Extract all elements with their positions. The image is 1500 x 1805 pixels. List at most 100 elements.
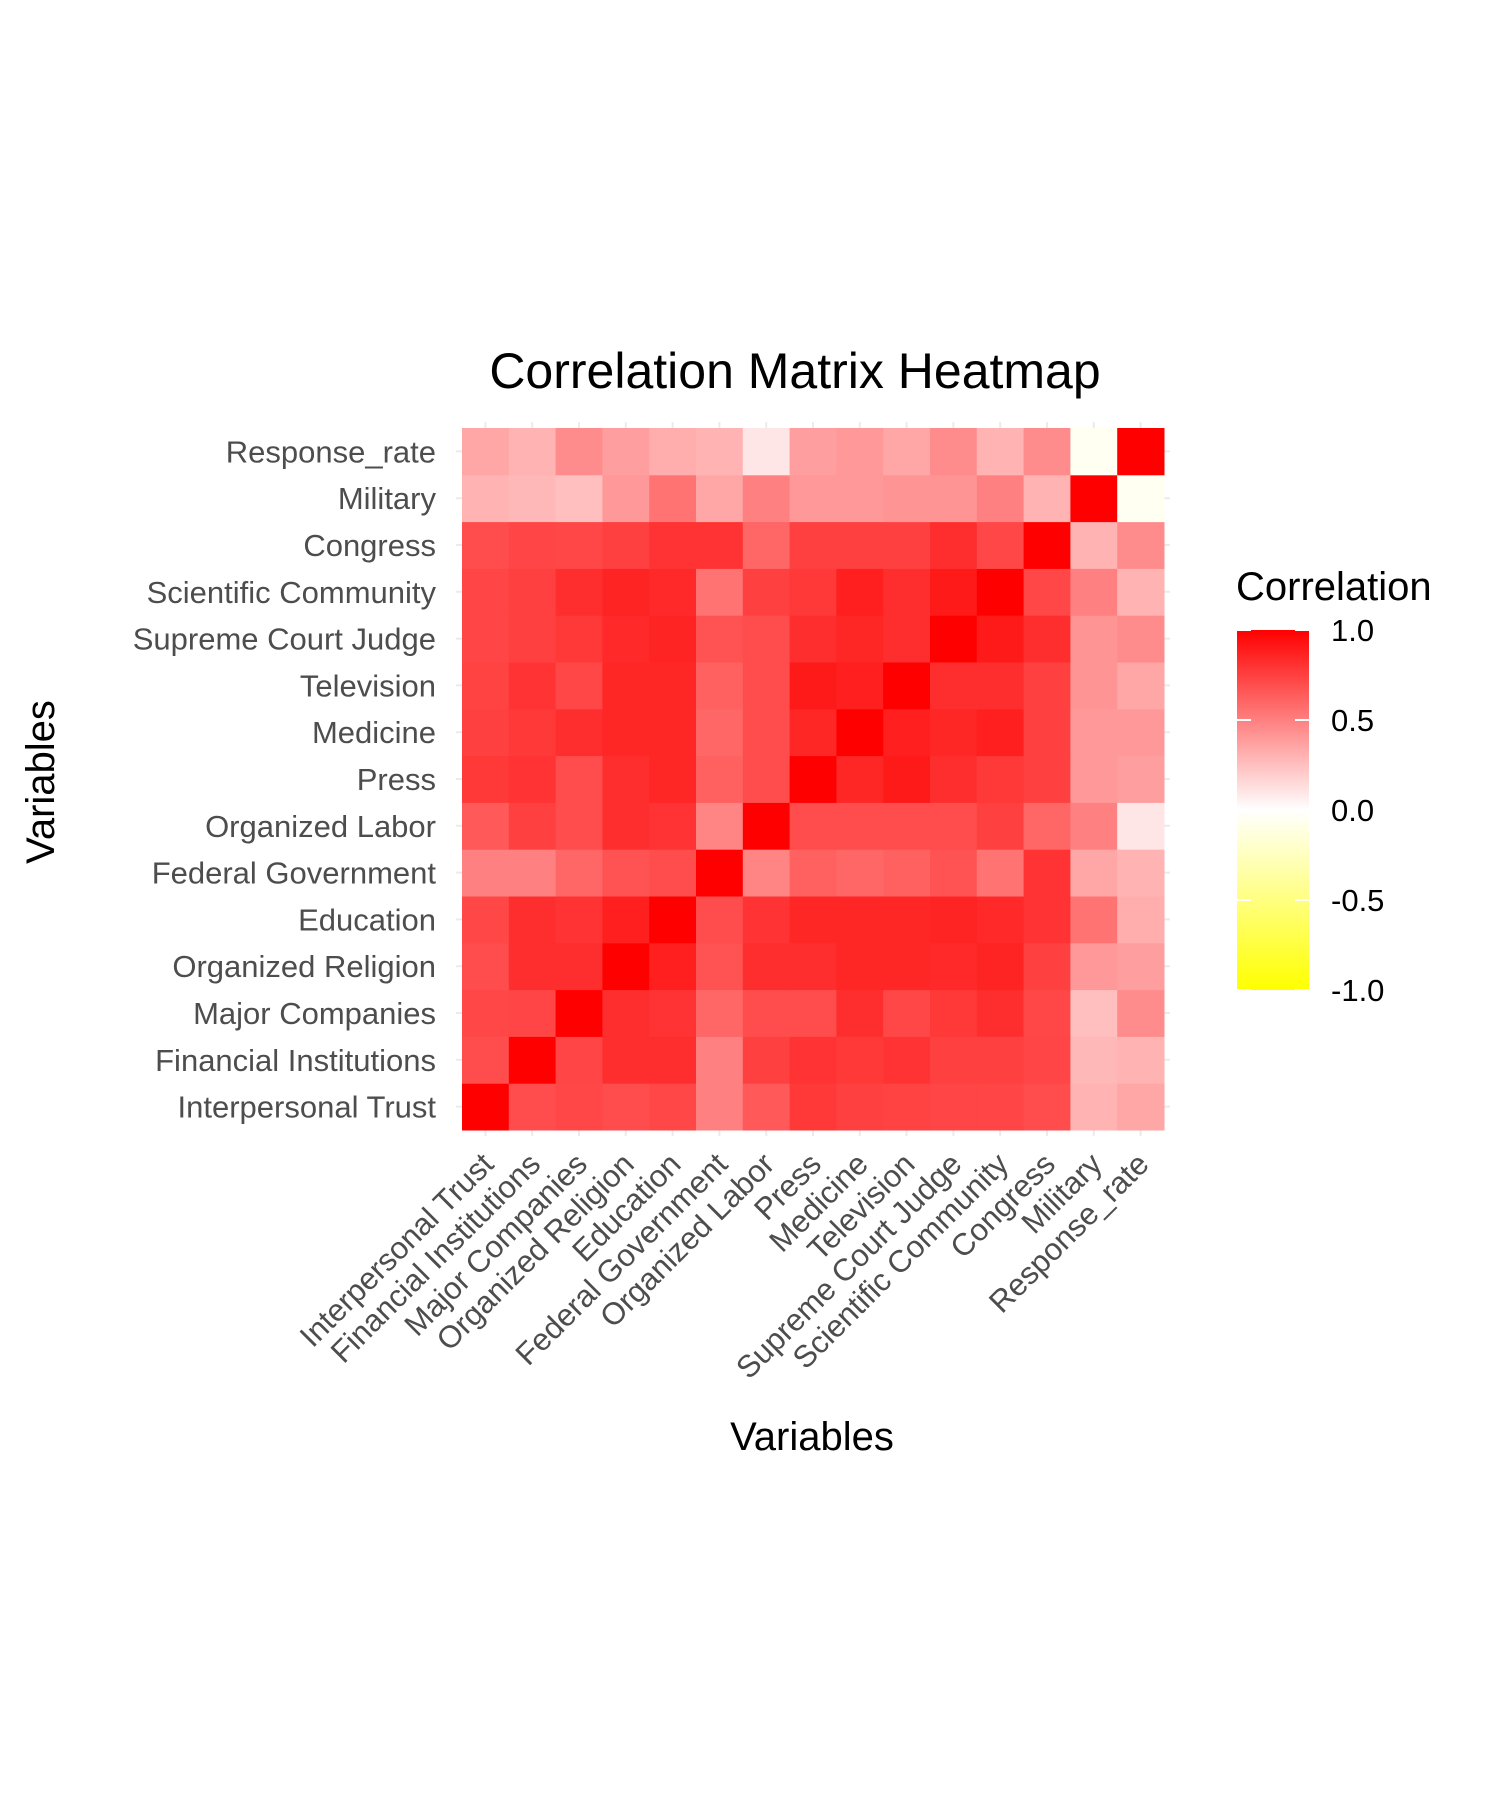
heatmap-cell: [555, 615, 603, 663]
heatmap-cell: [883, 521, 931, 569]
heatmap-cell: [602, 615, 650, 663]
heatmap-cell: [742, 662, 791, 710]
heatmap-cell: [1117, 615, 1165, 663]
heatmap-cell: [1023, 568, 1071, 616]
heatmap-cell: [930, 942, 978, 991]
heatmap-cell: [508, 802, 557, 850]
heatmap-cell: [649, 849, 697, 897]
heatmap-cell: [976, 1083, 1025, 1131]
legend-title: Correlation: [1236, 565, 1432, 609]
heatmap-cell: [696, 942, 744, 991]
heatmap-cell: [696, 568, 744, 616]
heatmap-cell: [696, 755, 744, 803]
heatmap-cell: [462, 989, 510, 1037]
heatmap-cell: [508, 568, 557, 616]
heatmap-cell: [1070, 755, 1118, 803]
heatmap-cell: [649, 615, 697, 663]
heatmap-cell: [649, 942, 697, 991]
heatmap-cell: [1070, 708, 1118, 757]
heatmap-cell: [555, 942, 603, 991]
heatmap-cell: [1023, 989, 1071, 1037]
heatmap-cell: [602, 802, 650, 850]
heatmap-cell: [883, 474, 931, 523]
legend-label: -0.5: [1331, 883, 1384, 918]
heatmap-cell: [836, 896, 884, 944]
legend-label: 0.0: [1331, 793, 1374, 828]
heatmap-cell: [649, 802, 697, 850]
heatmap-cell: [976, 474, 1025, 523]
heatmap-cell: [462, 615, 510, 663]
heatmap-cell: [976, 428, 1025, 476]
heatmap-cell: [462, 1036, 510, 1084]
heatmap-cell: [976, 1036, 1025, 1084]
heatmap-cell: [555, 1083, 603, 1131]
heatmap-cell: [789, 521, 837, 569]
heatmap-cell: [508, 896, 557, 944]
heatmap-cell: [930, 568, 978, 616]
heatmap-cell: [789, 896, 837, 944]
heatmap-cell: [976, 849, 1025, 897]
heatmap-cell: [976, 615, 1025, 663]
heatmap-cell: [976, 942, 1025, 991]
heatmap-cell: [742, 942, 791, 991]
heatmap-cell: [555, 521, 603, 569]
heatmap-cell: [883, 896, 931, 944]
heatmap-cell: [930, 1083, 978, 1131]
heatmap-cell: [462, 568, 510, 616]
heatmap-cell: [1117, 802, 1165, 850]
heatmap-cell: [742, 1036, 791, 1084]
heatmap-cell: [696, 1036, 744, 1084]
heatmap-cell: [1023, 428, 1071, 476]
heatmap-cell: [602, 755, 650, 803]
y-tick-label: Military: [338, 481, 437, 516]
heatmap-cell: [555, 474, 603, 523]
heatmap-cell: [930, 1036, 978, 1084]
heatmap-cell: [462, 755, 510, 803]
heatmap-cell: [742, 428, 791, 476]
heatmap-cell: [742, 802, 791, 850]
heatmap-cell: [508, 428, 557, 476]
heatmap-cell: [836, 802, 884, 850]
heatmap-cell: [462, 849, 510, 897]
heatmap-cell: [696, 521, 744, 569]
heatmap-cell: [836, 708, 884, 757]
heatmap-cell: [742, 568, 791, 616]
heatmap-cell: [649, 662, 697, 710]
heatmap-cell: [883, 989, 931, 1037]
heatmap-cell: [742, 989, 791, 1037]
heatmap-cell: [789, 615, 837, 663]
x-axis-title: Variables: [730, 1415, 894, 1459]
heatmap-cell: [789, 568, 837, 616]
heatmap-cell: [602, 989, 650, 1037]
heatmap-cell: [649, 568, 697, 616]
legend-label: -1.0: [1331, 973, 1384, 1008]
heatmap-cell: [836, 755, 884, 803]
heatmap-cell: [883, 1083, 931, 1131]
heatmap-cell: [555, 662, 603, 710]
heatmap-cell: [508, 755, 557, 803]
heatmap-cell: [649, 708, 697, 757]
heatmap-cell: [930, 896, 978, 944]
heatmap-cell: [602, 708, 650, 757]
heatmap-cell: [1023, 1036, 1071, 1084]
heatmap-cell: [508, 662, 557, 710]
heatmap-cell: [602, 662, 650, 710]
heatmap-cell: [462, 802, 510, 850]
heatmap-cell: [836, 989, 884, 1037]
heatmap-cell: [883, 942, 931, 991]
heatmap-cell: [930, 989, 978, 1037]
heatmap-cell: [649, 989, 697, 1037]
heatmap-cell: [649, 474, 697, 523]
heatmap-cell: [602, 474, 650, 523]
heatmap-cell: [696, 802, 744, 850]
heatmap-cells: [462, 428, 1165, 1131]
heatmap-cell: [696, 428, 744, 476]
heatmap-cell: [742, 849, 791, 897]
heatmap-cell: [836, 615, 884, 663]
heatmap-cell: [1117, 474, 1165, 523]
heatmap-cell: [462, 1083, 510, 1131]
heatmap-cell: [1070, 989, 1118, 1037]
heatmap-cell: [649, 896, 697, 944]
heatmap-cell: [1070, 849, 1118, 897]
